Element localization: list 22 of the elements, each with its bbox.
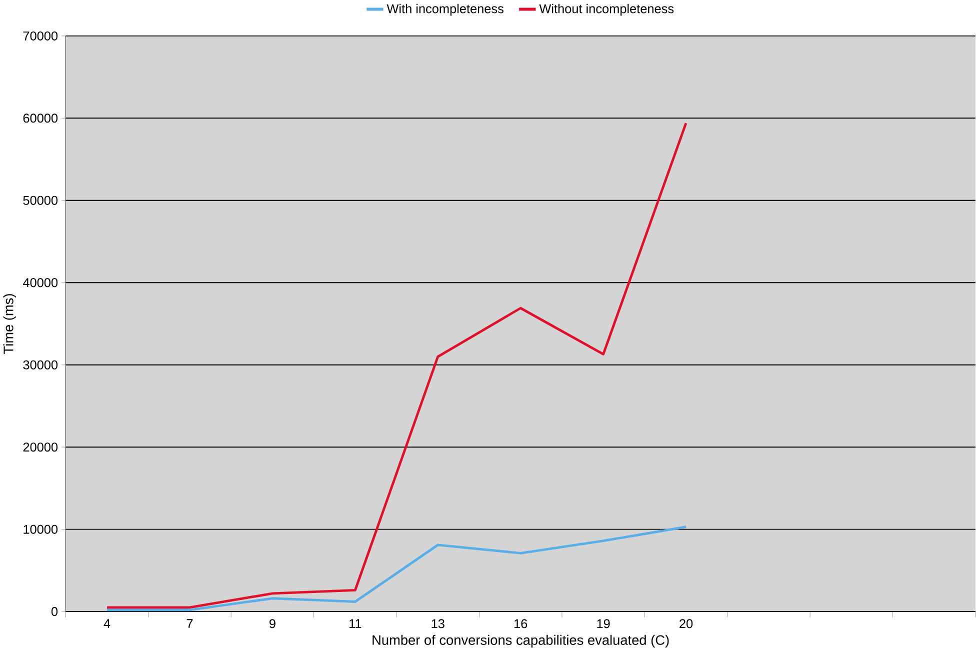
x-tick-label: 20: [680, 619, 693, 628]
line-series: [106, 526, 688, 612]
x-tick-label: 16: [514, 619, 528, 628]
x-tick-label: 4: [104, 619, 110, 628]
x-tick-label: 9: [270, 619, 276, 628]
line-series: [106, 122, 688, 609]
legend-label: With incompleteness: [386, 4, 504, 16]
x-axis-title: Number of conversions capabilities evaluated (C): [372, 634, 669, 648]
y-tick-label: 20000: [23, 442, 58, 452]
y-tick-label: 70000: [23, 31, 58, 40]
y-axis-title: Time (ms): [3, 294, 16, 354]
y-tick-label: 10000: [24, 524, 58, 534]
y-tick-label: 60000: [23, 114, 58, 123]
x-tick-label: 19: [597, 619, 610, 628]
x-tick-label: 11: [350, 619, 362, 628]
y-tick-label: 40000: [23, 278, 58, 288]
x-tick-label: 13: [432, 619, 444, 628]
y-tick-label: 50000: [23, 196, 58, 205]
y-tick-label: 30000: [23, 360, 58, 370]
y-tick-label: 0: [51, 607, 58, 616]
legend-label: Without incompleteness: [539, 4, 674, 16]
x-tick-label: 7: [186, 619, 193, 628]
